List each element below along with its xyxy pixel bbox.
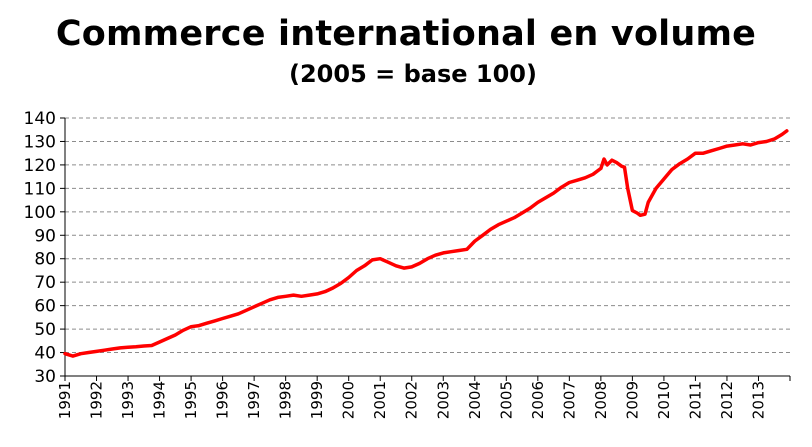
y-tick-label: 80: [34, 250, 56, 270]
x-tick-label: 1999: [308, 381, 326, 419]
x-tick-label: 2000: [340, 381, 358, 419]
x-tick-label: 1993: [119, 381, 137, 419]
x-tick-label: 2003: [434, 381, 452, 419]
axes: [60, 117, 791, 381]
x-tick-label: 2008: [592, 381, 610, 419]
x-tick-label: 1994: [151, 381, 169, 419]
x-tick-label: 2012: [718, 381, 736, 419]
x-tick-label: 2006: [529, 381, 547, 419]
y-tick-label: 130: [24, 132, 56, 152]
x-tick-label: 2011: [686, 381, 704, 419]
y-tick-label: 120: [24, 156, 56, 176]
x-tick-label: 2002: [403, 381, 421, 419]
chart-subtitle: (2005 = base 100): [289, 60, 537, 88]
x-tick-label: 1992: [88, 381, 106, 419]
y-tick-labels: 30 40 50 60 70 80 90 100 110 120 130 140: [24, 109, 56, 387]
y-tick-label: 50: [34, 320, 56, 340]
x-tick-label: 1998: [277, 381, 295, 419]
x-tick-label: 1995: [182, 381, 200, 419]
y-tick-label: 70: [34, 273, 56, 293]
chart-title: Commerce international en volume: [55, 14, 757, 54]
x-tick-label: 1991: [56, 381, 74, 419]
x-tick-label: 2013: [749, 381, 767, 419]
x-tick-labels: 1991 1992 1993 1994 1995 1996 1997 1998 1999 2000…: [56, 381, 767, 419]
gridlines: [65, 117, 790, 354]
y-tick-label: 140: [24, 109, 56, 129]
x-tick-label: 1997: [245, 381, 263, 419]
y-tick-label: 40: [34, 344, 56, 364]
series: [63, 129, 789, 358]
x-tick-label: 1996: [214, 381, 232, 419]
y-tick-label: 110: [24, 179, 56, 199]
y-tick-label: 90: [34, 226, 56, 246]
y-tick-label: 60: [34, 297, 56, 317]
x-tick-label: 2009: [623, 381, 641, 419]
y-tick-label: 100: [24, 203, 56, 223]
series-line-0: [63, 129, 789, 358]
x-tick-label: 2001: [371, 381, 389, 419]
x-tick-label: 2010: [655, 381, 673, 419]
x-tick-label: 2007: [560, 381, 578, 419]
x-tick-label: 2005: [497, 381, 515, 419]
y-tick-label: 30: [34, 367, 56, 387]
x-tick-label: 2004: [466, 381, 484, 419]
